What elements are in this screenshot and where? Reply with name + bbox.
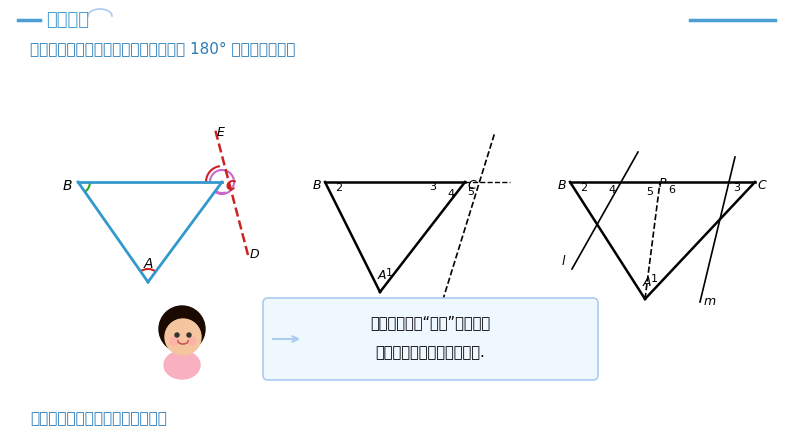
Text: A: A — [143, 257, 152, 271]
FancyBboxPatch shape — [263, 298, 598, 380]
Text: 2: 2 — [580, 183, 588, 193]
Text: 借助的平行线“移角”的功能，: 借助的平行线“移角”的功能， — [370, 316, 490, 330]
Circle shape — [187, 333, 191, 337]
Text: 思考：多种方法证明三角形内角和等于 180° 的核心是什么？: 思考：多种方法证明三角形内角和等于 180° 的核心是什么？ — [30, 42, 295, 56]
Text: l: l — [443, 303, 446, 316]
Text: C: C — [467, 179, 476, 192]
Text: C: C — [226, 179, 236, 193]
Text: 6: 6 — [669, 185, 676, 195]
Text: 4: 4 — [608, 185, 615, 195]
Circle shape — [170, 337, 178, 345]
Circle shape — [175, 333, 179, 337]
Text: A: A — [378, 269, 386, 282]
Text: P: P — [658, 177, 665, 190]
Text: A: A — [643, 276, 651, 289]
Text: C: C — [757, 179, 765, 192]
Circle shape — [165, 319, 201, 355]
Text: 1: 1 — [386, 268, 392, 278]
Text: 5: 5 — [468, 187, 475, 197]
Text: 1: 1 — [650, 274, 657, 284]
Text: B: B — [312, 179, 321, 192]
Text: l: l — [562, 255, 565, 268]
Text: 思考：同学们还有其他的方法吗？: 思考：同学们还有其他的方法吗？ — [30, 412, 167, 426]
Text: 新知探究: 新知探究 — [46, 11, 89, 29]
Circle shape — [188, 337, 196, 345]
Ellipse shape — [164, 351, 200, 379]
Text: 3: 3 — [734, 183, 741, 193]
Text: B: B — [557, 179, 566, 192]
Text: 将三个角转化到一个平角上.: 将三个角转化到一个平角上. — [375, 346, 485, 360]
Text: B: B — [63, 179, 72, 193]
Text: 2: 2 — [335, 183, 342, 193]
Text: D: D — [250, 248, 260, 261]
Text: 4: 4 — [448, 189, 454, 199]
Text: E: E — [217, 126, 225, 139]
Text: 5: 5 — [646, 187, 653, 197]
Text: 3: 3 — [430, 182, 437, 192]
Text: m: m — [704, 295, 716, 308]
Circle shape — [159, 306, 205, 352]
